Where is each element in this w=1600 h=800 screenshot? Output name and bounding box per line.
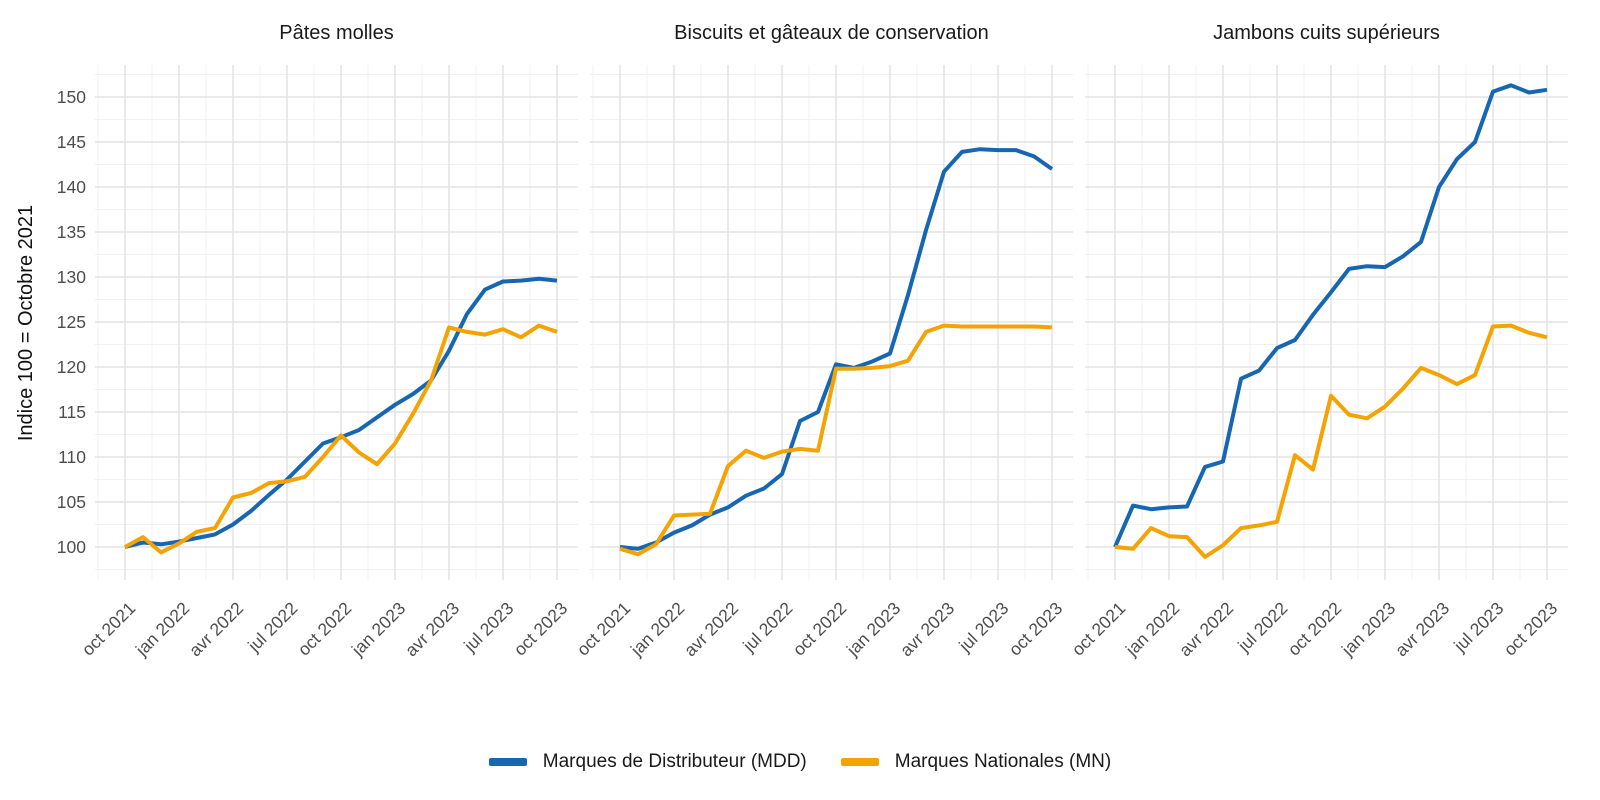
legend-swatch-mn [840,758,879,766]
legend-swatch-mdd [488,758,527,766]
gridlines-minor [95,65,578,580]
x-tick-label-text: avr 2023 [1390,598,1454,661]
series-line-mn [619,323,1053,557]
x-tick-label-text: jul 2023 [459,598,518,656]
x-tick-label-text: avr 2023 [895,598,959,661]
series-line-mdd [1113,83,1548,548]
x-tick-label-text: oct 2022 [1283,598,1346,660]
y-tick-label: 130 [56,267,86,287]
legend: Marques de Distributeur (MDD) Marques Na… [0,744,1600,780]
x-tick-label-text: oct 2023 [509,598,572,660]
x-tick-label-text: avr 2022 [679,598,743,661]
legend-item-mn: Marques Nationales (MN) [840,751,1112,773]
x-tick-label-text: jan 2022 [131,598,194,660]
x-tick-label-text: oct 2023 [1499,598,1562,660]
panel-title: Pâtes molles [279,22,394,44]
legend-label-mdd: Marques de Distributeur (MDD) [542,751,807,772]
y-tick-label: 145 [56,132,86,152]
y-tick-label: 140 [56,177,86,197]
x-tick-label-text: oct 2021 [572,598,635,660]
y-tick-label: 135 [56,222,86,242]
x-tick-label-text: jul 2023 [954,598,1013,656]
series-line-mn [1114,323,1548,559]
gridlines-major [590,65,1073,580]
panel-plot-area [590,65,1073,580]
x-tick-label-text: avr 2022 [1174,598,1238,661]
x-tick-label-text: jul 2022 [243,598,302,656]
gridlines-major [1085,65,1568,580]
x-tick-label-text: jan 2022 [1121,598,1184,660]
y-tick-label: 120 [56,357,86,377]
y-tick-label: 105 [56,492,86,512]
legend-label-mn: Marques Nationales (MN) [894,751,1112,772]
legend-item-mdd: Marques de Distributeur (MDD) [488,751,807,773]
x-tick-label-text: oct 2022 [788,598,851,660]
x-tick-label-text: oct 2023 [1004,598,1067,660]
x-tick-label-text: avr 2022 [184,598,248,661]
x-tick-label-text: jul 2023 [1449,598,1508,656]
panel-title: Jambons cuits supérieurs [1213,22,1440,44]
series-line-mn [124,323,558,555]
series-line-mdd [619,147,1054,551]
x-tick-label-text: oct 2021 [1067,598,1130,660]
y-tick-label: 100 [56,537,86,557]
panel-title: Biscuits et gâteaux de conservation [674,22,989,44]
x-tick-label-text: jul 2022 [1233,598,1292,656]
x-tick-label-text: jan 2022 [626,598,689,660]
x-tick-label-text: jan 2023 [1337,598,1400,660]
x-tick-label-text: jul 2022 [738,598,797,656]
y-tick-label: 125 [56,312,86,332]
x-tick-label-text: oct 2021 [77,598,140,660]
panel-plot-area [95,65,578,580]
x-tick-label-text: oct 2022 [293,598,356,660]
y-tick-label: 115 [58,402,86,422]
y-tick-label: 110 [58,447,86,467]
x-tick-label-text: jan 2023 [842,598,905,660]
y-tick-label: 150 [56,87,86,107]
panel-plot-area [1085,65,1568,580]
gridlines-major [95,65,578,580]
x-tick-label-text: avr 2023 [400,598,464,661]
x-tick-label-text: jan 2023 [347,598,410,660]
